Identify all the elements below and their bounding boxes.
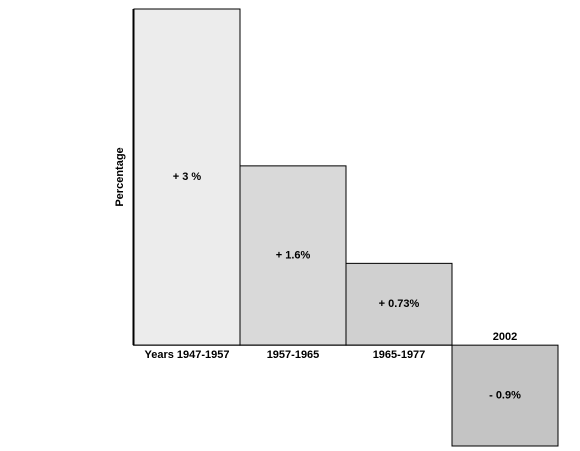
x-tick-label: 2002 (493, 331, 517, 343)
y-axis-label: Percentage (114, 147, 126, 206)
value-label: + 0.73% (379, 298, 420, 310)
bar (133, 8, 241, 346)
bar (451, 344, 559, 447)
bar (239, 165, 347, 346)
value-label: + 1.6% (276, 249, 311, 261)
bar (345, 262, 453, 346)
x-tick-label: Years 1947-1957 (144, 349, 229, 361)
x-tick-label: 1957-1965 (267, 349, 320, 361)
value-label: - 0.9% (489, 389, 521, 401)
value-label: + 3 % (173, 171, 202, 183)
x-tick-label: 1965-1977 (373, 349, 426, 361)
